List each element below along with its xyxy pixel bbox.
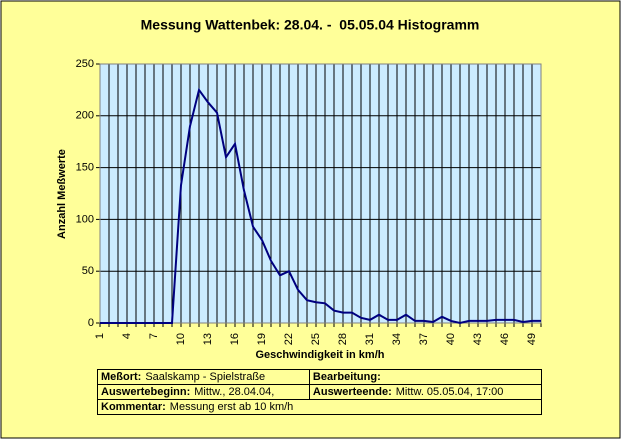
info-value: Messung erst ab 10 km/h: [169, 401, 294, 413]
info-cell: Auswerteende: Mittw. 05.05.04, 17:00: [308, 384, 543, 400]
y-tick-label: 150: [76, 162, 94, 174]
x-tick-label: 28: [337, 333, 349, 345]
info-cell: Auswertebeginn: Mittw., 28.04.04,: [97, 384, 310, 400]
info-row: Meßort: Saalskamp - Spielstraße Bearbeitu…: [97, 369, 543, 385]
x-tick-label: 31: [364, 333, 376, 345]
y-tick-label: 50: [82, 265, 94, 277]
y-tick-label: 250: [76, 58, 94, 70]
x-tick-label: 25: [310, 333, 322, 345]
info-row: Auswertebeginn: Mittw., 28.04.04, Auswert…: [97, 384, 543, 400]
info-label: Kommentar:: [101, 401, 166, 413]
plot-area: [100, 64, 541, 323]
info-value: Saalskamp - Spielstraße: [145, 371, 266, 383]
info-value: Mittw., 28.04.04,: [194, 386, 275, 398]
info-cell: Kommentar: Messung erst ab 10 km/h: [97, 399, 542, 415]
x-tick-label: 40: [445, 333, 457, 345]
y-axis-label: Anzahl Meßwerte: [56, 149, 68, 239]
x-tick-label: 19: [256, 333, 268, 345]
x-tick-label: 37: [418, 333, 430, 345]
x-tick-label: 1: [94, 333, 106, 339]
data-line: [100, 87, 541, 325]
info-value: Mittw. 05.05.04, 17:00: [395, 386, 504, 398]
info-label: Auswerteende:: [312, 386, 392, 398]
x-tick-label: 13: [202, 333, 214, 345]
x-tick-label: 22: [283, 333, 295, 345]
info-label: Auswertebeginn:: [101, 386, 191, 398]
info-label: Meßort:: [101, 371, 142, 383]
x-tick-label: 43: [472, 333, 484, 345]
info-row: Kommentar: Messung erst ab 10 km/h: [97, 399, 542, 415]
x-tick-label: 7: [148, 333, 160, 339]
x-tick-label: 16: [229, 333, 241, 345]
info-cell: Meßort: Saalskamp - Spielstraße: [97, 369, 310, 385]
plot-border: [99, 63, 542, 324]
x-tick-label: 4: [121, 333, 133, 339]
info-table: Meßort: Saalskamp - Spielstraße Bearbeitu…: [97, 369, 543, 415]
info-cell: Bearbeitung:: [308, 369, 543, 385]
x-tick-label: 49: [526, 333, 538, 345]
y-tick-label: 200: [76, 110, 94, 122]
info-label: Bearbeitung:: [312, 371, 381, 383]
x-tick-label: 10: [175, 333, 187, 345]
x-tick-label: 46: [499, 333, 511, 345]
y-tick-label: 100: [76, 213, 94, 225]
x-axis-label: Geschwindigkeit in km/h: [256, 349, 385, 361]
x-tick-label: 34: [391, 333, 403, 345]
chart-title: Messung Wattenbek: 28.04. - 05.05.04 His…: [141, 17, 480, 33]
y-tick-label: 0: [88, 317, 94, 329]
